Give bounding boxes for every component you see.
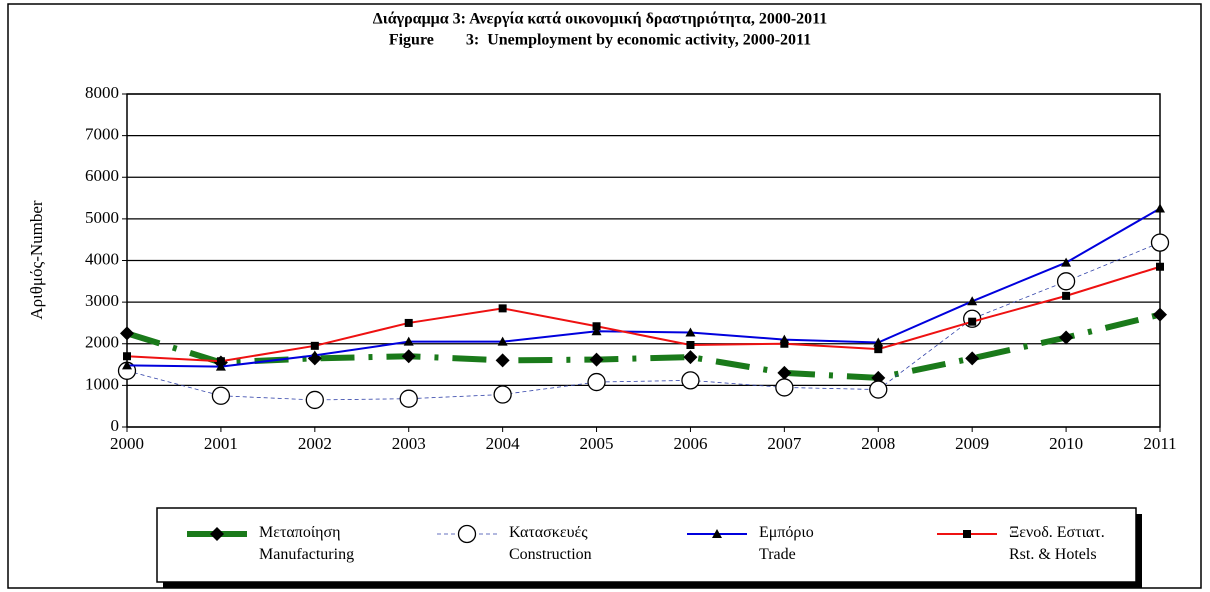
marker	[457, 524, 477, 544]
marker	[1061, 257, 1072, 267]
chart-title: Διάγραμμα 3: Ανεργία κατά οικονομική δρα…	[373, 11, 828, 28]
x-tick-label: 2005	[580, 434, 614, 453]
chart-subtitle: Figure 3: Unemployment by economic activ…	[389, 32, 811, 49]
marker	[780, 339, 789, 348]
x-tick-label: 2011	[1143, 434, 1176, 453]
marker	[775, 378, 794, 397]
legend-label: Ξενοδ. Εστιατ. Rst. & Hotels	[1009, 524, 1105, 563]
series-line	[126, 311, 1161, 381]
marker	[1155, 203, 1165, 213]
marker	[589, 352, 604, 367]
legend-label: Εμπόριο Trade	[759, 524, 814, 563]
marker	[963, 530, 971, 538]
marker	[123, 352, 131, 361]
plot-border	[126, 93, 1161, 428]
marker	[309, 350, 320, 360]
marker	[498, 304, 507, 313]
marker	[403, 336, 414, 346]
marker	[401, 349, 416, 364]
marker	[1153, 307, 1167, 322]
x-tick-label: 2009	[955, 434, 989, 453]
marker	[683, 350, 698, 365]
marker	[967, 296, 978, 306]
marker	[399, 389, 418, 408]
x-tick-label: 2002	[298, 434, 332, 453]
marker	[120, 326, 134, 341]
marker	[1150, 233, 1170, 252]
y-tick-label: 1000	[85, 374, 119, 393]
marker	[211, 386, 231, 405]
marker	[685, 327, 696, 337]
marker	[210, 527, 224, 541]
marker	[216, 357, 225, 366]
y-tick-label: 4000	[85, 249, 119, 268]
marker	[874, 345, 883, 354]
x-tick-label: 2006	[673, 434, 707, 453]
marker	[1062, 291, 1071, 300]
marker	[965, 351, 980, 366]
marker	[592, 322, 601, 331]
marker	[681, 371, 700, 390]
marker	[587, 372, 606, 392]
series-line	[126, 207, 1161, 368]
x-tick-label: 2003	[392, 434, 426, 453]
marker	[1056, 272, 1076, 291]
series-line	[126, 265, 1161, 363]
series-line	[126, 242, 1161, 401]
y-tick-label: 5000	[85, 208, 119, 227]
legend-label: Μεταποίηση Manufacturing	[259, 524, 355, 563]
marker	[1156, 262, 1164, 271]
y-tick-label: 7000	[85, 125, 119, 144]
marker	[712, 529, 722, 538]
marker	[1059, 330, 1074, 345]
y-axis-label: Αριθμός-Number	[27, 200, 46, 320]
legend-box	[156, 507, 1137, 583]
marker	[686, 340, 695, 349]
marker	[305, 390, 324, 410]
marker	[497, 336, 508, 346]
marker	[122, 360, 132, 370]
x-tick-label: 2007	[767, 434, 802, 453]
marker	[404, 318, 413, 327]
x-tick-label: 2004	[486, 434, 521, 453]
marker	[493, 385, 512, 404]
x-tick-label: 2010	[1049, 434, 1083, 453]
marker	[869, 380, 888, 399]
x-tick-label: 2001	[204, 434, 238, 453]
marker	[215, 361, 226, 371]
marker	[495, 353, 510, 368]
marker	[968, 317, 977, 326]
marker	[591, 326, 602, 336]
chart-border	[7, 3, 1202, 589]
y-tick-label: 0	[111, 416, 120, 435]
x-tick-label: 2000	[110, 434, 144, 453]
y-tick-label: 2000	[85, 333, 119, 352]
legend-label: Κατασκευές Construction	[509, 524, 592, 563]
marker	[777, 365, 792, 380]
y-tick-label: 3000	[85, 291, 119, 310]
y-tick-label: 6000	[85, 166, 119, 185]
marker	[310, 341, 319, 350]
y-tick-label: 8000	[85, 83, 119, 102]
x-tick-label: 2008	[861, 434, 895, 453]
marker	[873, 337, 884, 347]
